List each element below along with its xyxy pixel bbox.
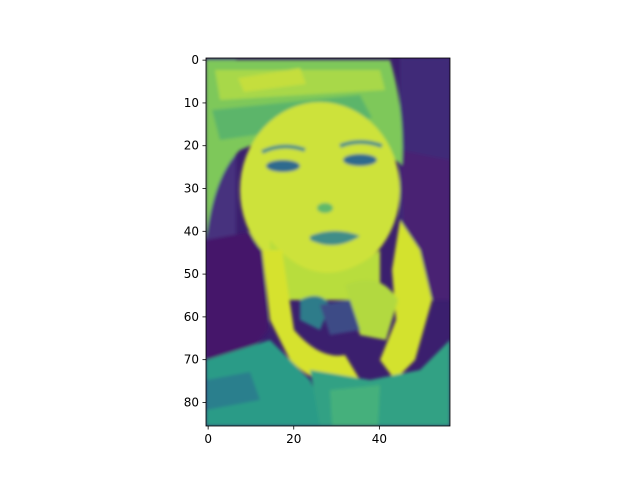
right-eye (343, 154, 377, 166)
neck-shadow (320, 300, 360, 335)
left-eye (266, 160, 300, 172)
x-tick-label: 20 (286, 432, 301, 446)
heatmap-image (206, 58, 450, 426)
collar-dark (206, 372, 260, 410)
x-tick-label: 40 (372, 432, 387, 446)
nose-shadow (317, 203, 333, 213)
left-hand-shadow (300, 296, 330, 330)
hat-texture-3 (238, 68, 306, 92)
y-tick-label: 0 (191, 53, 199, 67)
y-tick-label: 20 (184, 139, 199, 153)
left-brow (261, 144, 306, 154)
y-tick-label: 40 (184, 224, 199, 238)
hair-left (206, 230, 268, 370)
y-tick-label: 80 (184, 395, 199, 409)
shirt-highlight (330, 385, 380, 426)
shirt-left (206, 340, 330, 426)
left-hand (262, 250, 360, 384)
mouth (310, 231, 360, 246)
axes-frame (205, 57, 451, 427)
y-tick-label: 30 (184, 182, 199, 196)
y-tick-label: 60 (184, 310, 199, 324)
y-tick-label: 10 (184, 96, 199, 110)
y-tick-label: 70 (184, 353, 199, 367)
right-brow (339, 140, 383, 148)
y-axis: 0 10 20 30 40 50 60 70 80 (184, 53, 206, 409)
y-tick-label: 50 (184, 267, 199, 281)
right-hand (380, 220, 432, 380)
x-axis: 0 20 40 (204, 426, 387, 446)
x-tick-label: 0 (204, 432, 212, 446)
